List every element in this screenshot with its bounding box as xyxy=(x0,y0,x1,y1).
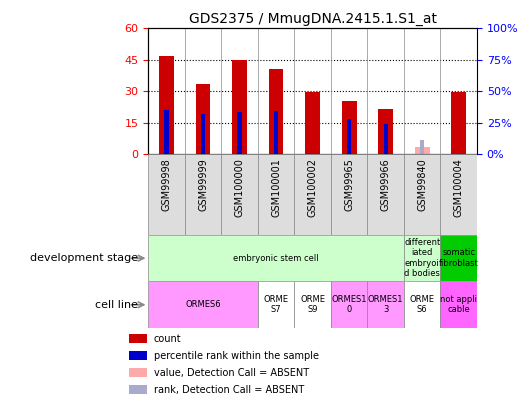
Bar xyxy=(384,124,388,154)
FancyBboxPatch shape xyxy=(222,154,258,235)
FancyBboxPatch shape xyxy=(295,154,331,235)
FancyBboxPatch shape xyxy=(440,235,477,281)
Text: value, Detection Call = ABSENT: value, Detection Call = ABSENT xyxy=(154,368,309,378)
Text: somatic
fibroblast: somatic fibroblast xyxy=(439,249,479,268)
Bar xyxy=(269,69,284,154)
FancyBboxPatch shape xyxy=(129,334,147,343)
Text: GSM99998: GSM99998 xyxy=(162,158,172,211)
Text: not appli
cable: not appli cable xyxy=(440,295,477,314)
FancyBboxPatch shape xyxy=(404,235,440,281)
Bar xyxy=(305,92,320,154)
Bar xyxy=(164,110,169,154)
FancyBboxPatch shape xyxy=(148,154,185,235)
Text: ORME
S9: ORME S9 xyxy=(300,295,325,314)
Bar xyxy=(201,114,205,154)
Text: GSM99840: GSM99840 xyxy=(417,158,427,211)
Text: development stage: development stage xyxy=(30,253,138,263)
FancyBboxPatch shape xyxy=(367,154,404,235)
Text: GSM100004: GSM100004 xyxy=(454,158,464,217)
FancyBboxPatch shape xyxy=(129,351,147,360)
Bar xyxy=(274,111,278,154)
FancyBboxPatch shape xyxy=(185,154,222,235)
Bar xyxy=(232,60,247,154)
Text: ORME
S7: ORME S7 xyxy=(264,295,289,314)
FancyBboxPatch shape xyxy=(404,281,440,328)
FancyBboxPatch shape xyxy=(331,281,367,328)
FancyBboxPatch shape xyxy=(129,385,147,394)
Text: GSM99966: GSM99966 xyxy=(381,158,391,211)
Text: GSM99999: GSM99999 xyxy=(198,158,208,211)
Text: ORME
S6: ORME S6 xyxy=(410,295,435,314)
Text: ORMES6: ORMES6 xyxy=(186,300,221,309)
Text: cell line: cell line xyxy=(95,300,138,310)
FancyBboxPatch shape xyxy=(258,281,295,328)
FancyBboxPatch shape xyxy=(331,154,367,235)
Text: count: count xyxy=(154,334,181,344)
Text: percentile rank within the sample: percentile rank within the sample xyxy=(154,351,319,361)
Text: ORMES1
0: ORMES1 0 xyxy=(331,295,367,314)
Text: rank, Detection Call = ABSENT: rank, Detection Call = ABSENT xyxy=(154,385,304,394)
Bar xyxy=(415,147,429,154)
FancyBboxPatch shape xyxy=(404,154,440,235)
Text: GSM100001: GSM100001 xyxy=(271,158,281,217)
Text: ORMES1
3: ORMES1 3 xyxy=(368,295,403,314)
FancyBboxPatch shape xyxy=(367,281,404,328)
Bar xyxy=(196,84,210,154)
Text: embryonic stem cell: embryonic stem cell xyxy=(233,254,319,263)
Text: GSM100000: GSM100000 xyxy=(235,158,245,217)
FancyBboxPatch shape xyxy=(440,154,477,235)
FancyBboxPatch shape xyxy=(440,281,477,328)
FancyBboxPatch shape xyxy=(295,281,331,328)
FancyBboxPatch shape xyxy=(129,368,147,377)
Bar xyxy=(342,100,357,154)
Bar xyxy=(160,55,174,154)
Bar xyxy=(420,140,425,154)
FancyBboxPatch shape xyxy=(148,235,404,281)
Text: different
iated
embryoi
d bodies: different iated embryoi d bodies xyxy=(404,238,440,278)
FancyBboxPatch shape xyxy=(258,154,295,235)
Bar xyxy=(237,112,242,154)
Bar xyxy=(347,119,351,154)
Bar xyxy=(452,92,466,154)
Bar xyxy=(378,109,393,154)
Text: GSM99965: GSM99965 xyxy=(344,158,354,211)
Text: GSM100002: GSM100002 xyxy=(308,158,317,217)
Title: GDS2375 / MmugDNA.2415.1.S1_at: GDS2375 / MmugDNA.2415.1.S1_at xyxy=(189,12,437,26)
FancyBboxPatch shape xyxy=(148,281,258,328)
